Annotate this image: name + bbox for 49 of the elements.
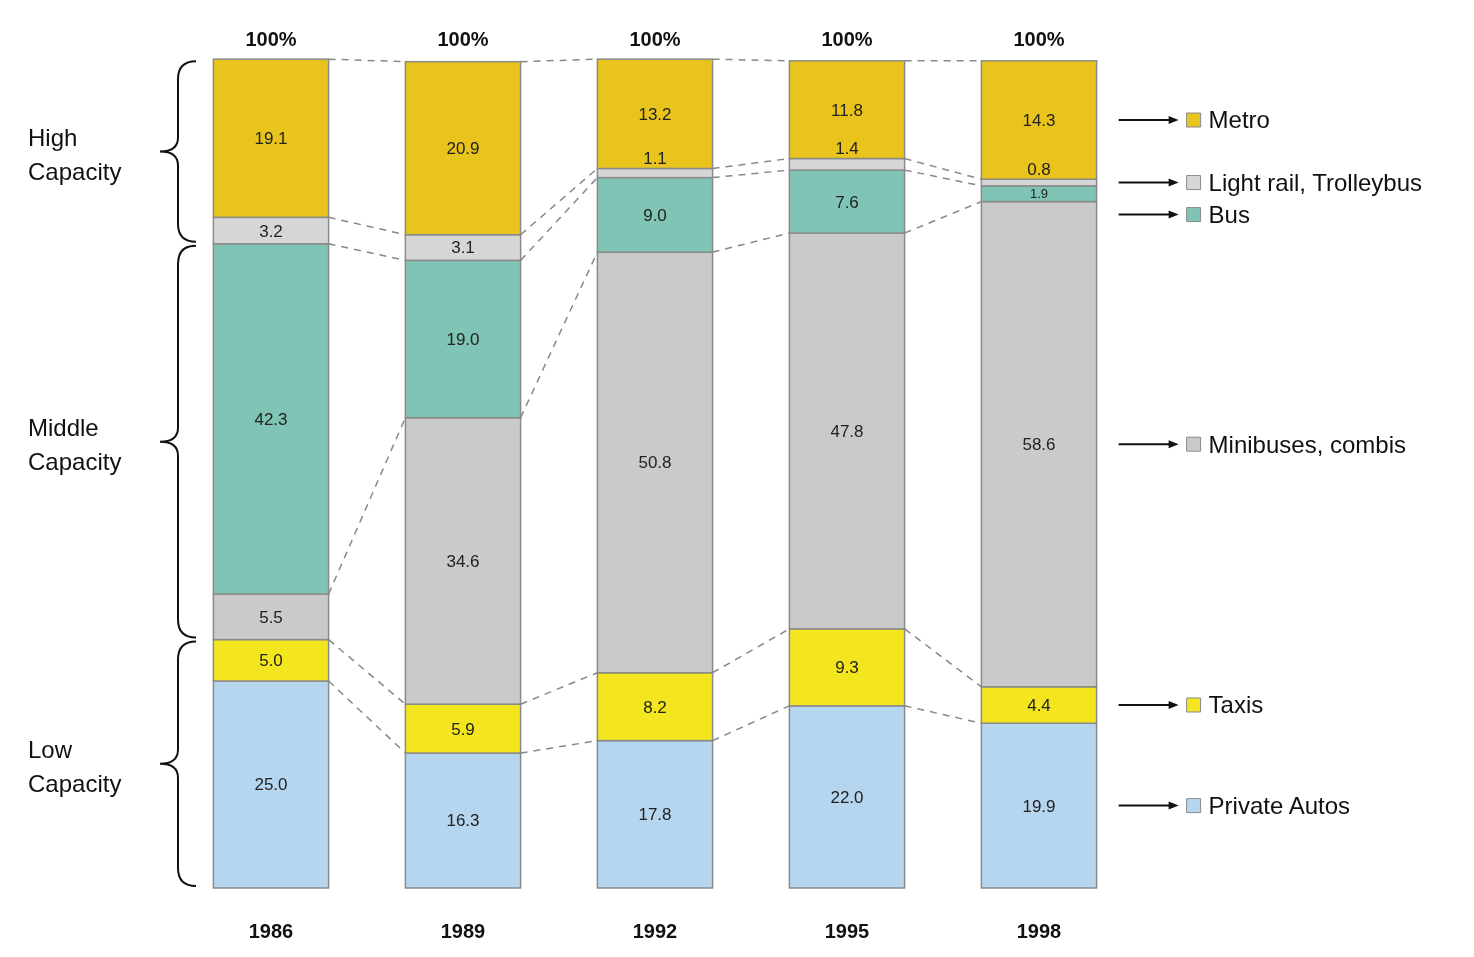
x-tick-label: 1986 xyxy=(248,920,294,942)
data-label: 9.0 xyxy=(643,205,667,225)
total-label: 100% xyxy=(245,28,297,50)
data-label: 3.2 xyxy=(259,221,283,241)
data-label: 58.6 xyxy=(1022,435,1056,455)
data-label: 50.8 xyxy=(638,453,672,473)
data-label: 5.9 xyxy=(451,719,475,739)
total-label: 100% xyxy=(629,28,681,50)
data-label: 42.3 xyxy=(254,409,288,429)
legend-label: Bus xyxy=(1208,200,1250,228)
data-label: 1.1 xyxy=(643,149,667,169)
legend-label: Private Autos xyxy=(1208,792,1351,820)
data-label: 13.2 xyxy=(638,104,672,124)
data-label: 4.4 xyxy=(1027,695,1051,715)
x-tick-label: 1992 xyxy=(632,920,678,942)
data-label: 5.0 xyxy=(259,651,283,671)
text: Low Capacity xyxy=(28,736,122,798)
x-tick-label: 1989 xyxy=(440,920,486,942)
total-label: 100% xyxy=(437,28,489,50)
data-label: 7.6 xyxy=(835,192,859,212)
legend-label: Light rail, Trolleybus xyxy=(1208,168,1423,196)
legend-label: Metro xyxy=(1208,106,1270,134)
x-tick-label: 1995 xyxy=(824,920,870,942)
data-label: 34.6 xyxy=(446,551,480,571)
legend-label: Minibuses, combis xyxy=(1208,430,1407,458)
total-label: 100% xyxy=(1013,28,1065,50)
data-label: 9.3 xyxy=(835,658,859,678)
data-label: 22.0 xyxy=(830,787,864,807)
data-label: 19.0 xyxy=(446,329,480,349)
data-label: 5.5 xyxy=(259,607,283,627)
data-label: 25.0 xyxy=(254,775,288,795)
total-label: 100% xyxy=(821,28,873,50)
text: Middle Capacity xyxy=(28,414,122,476)
data-label: 0.8 xyxy=(1027,160,1051,180)
data-label: 16.3 xyxy=(446,811,480,831)
data-label: 19.9 xyxy=(1022,796,1056,816)
data-label: 17.8 xyxy=(638,805,672,825)
data-label: 1.9 xyxy=(1029,186,1049,202)
data-label: 3.1 xyxy=(451,238,475,258)
data-label: 19.1 xyxy=(254,129,288,149)
data-label: 14.3 xyxy=(1022,110,1056,130)
x-tick-label: 1998 xyxy=(1016,920,1062,942)
data-label: 1.4 xyxy=(835,139,859,159)
legend-label: Taxis xyxy=(1208,691,1264,719)
data-label: 20.9 xyxy=(446,139,480,159)
text: High Capacity xyxy=(28,123,122,185)
data-label: 8.2 xyxy=(643,697,667,717)
data-label: 11.8 xyxy=(831,100,863,120)
data-label: 47.8 xyxy=(830,421,864,441)
